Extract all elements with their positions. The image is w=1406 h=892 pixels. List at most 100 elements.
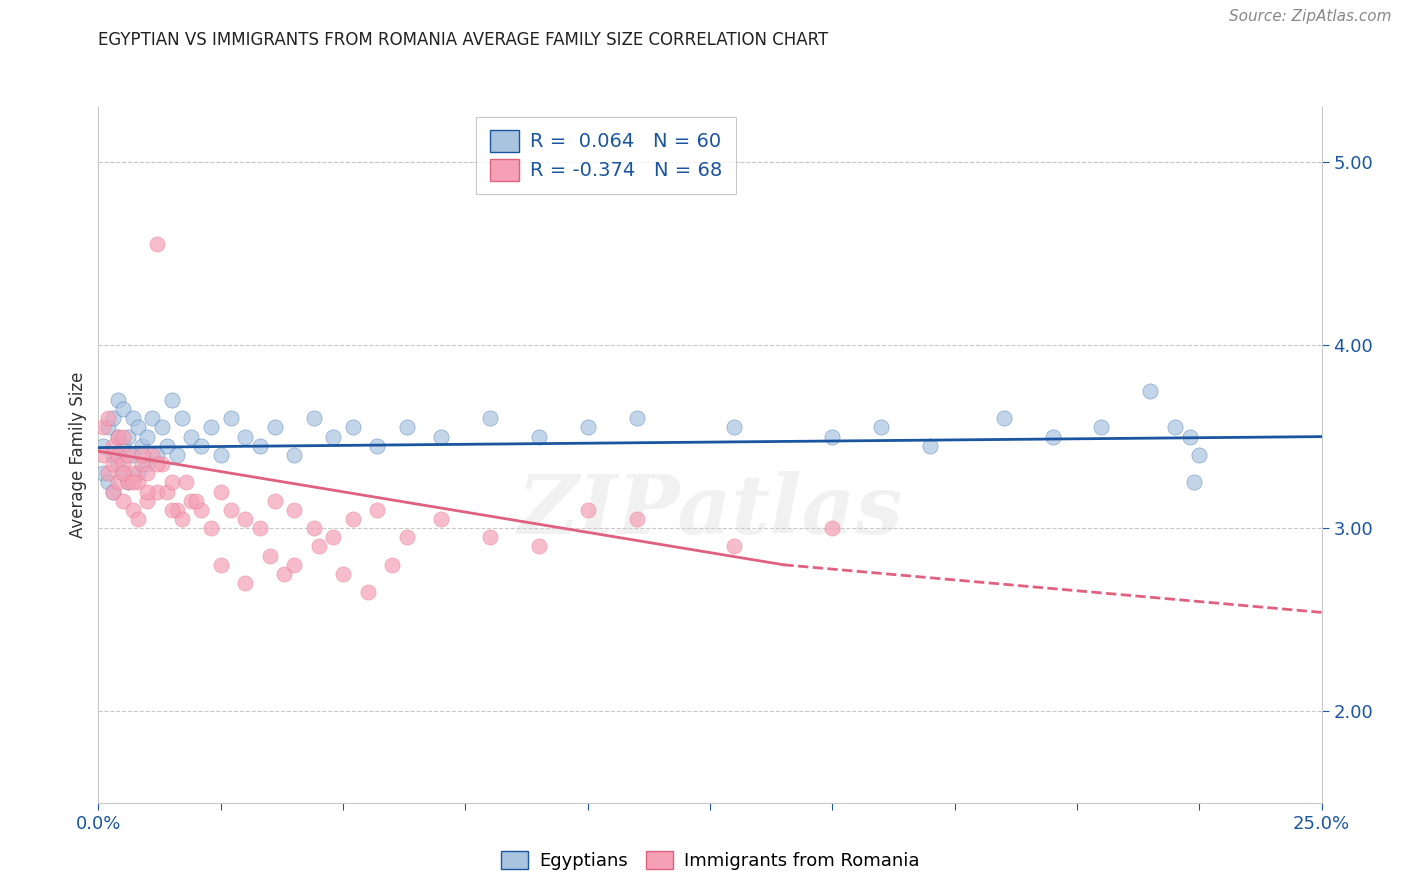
Point (146, 457, 169, 471)
Point (283, 503, 305, 517)
Point (111, 467, 134, 481)
Point (1090, 420, 1112, 434)
Point (146, 237, 169, 252)
Point (107, 448, 129, 462)
Point (527, 540, 550, 554)
Point (1188, 448, 1211, 462)
Point (101, 484, 124, 499)
Point (117, 475, 139, 490)
Point (366, 439, 388, 453)
Point (97, 411, 120, 425)
Point (136, 467, 159, 481)
Point (430, 429, 453, 443)
Point (107, 392, 129, 407)
Point (1042, 429, 1064, 443)
Point (91, 467, 114, 481)
Point (176, 475, 198, 490)
Point (111, 493, 134, 508)
Legend: Egyptians, Immigrants from Romania: Egyptians, Immigrants from Romania (494, 844, 927, 877)
Point (821, 521, 844, 535)
Point (127, 467, 149, 481)
Point (190, 439, 212, 453)
Point (233, 429, 256, 443)
Point (107, 457, 129, 471)
Text: ZIPatlas: ZIPatlas (517, 471, 903, 550)
Point (920, 439, 942, 453)
Point (259, 549, 281, 563)
Point (283, 448, 305, 462)
Point (395, 420, 418, 434)
Point (107, 429, 129, 443)
Point (101, 457, 124, 471)
Point (127, 420, 149, 434)
Point (273, 566, 295, 581)
Point (200, 521, 222, 535)
Point (219, 503, 242, 517)
Text: Source: ZipAtlas.com: Source: ZipAtlas.com (1229, 9, 1392, 24)
Point (150, 457, 173, 471)
Point (117, 429, 139, 443)
Text: EGYPTIAN VS IMMIGRANTS FROM ROMANIA AVERAGE FAMILY SIZE CORRELATION CHART: EGYPTIAN VS IMMIGRANTS FROM ROMANIA AVER… (98, 31, 828, 49)
Point (111, 467, 134, 481)
Point (150, 420, 173, 434)
Point (97, 475, 120, 490)
Point (626, 512, 648, 526)
Point (723, 540, 745, 554)
Point (576, 420, 599, 434)
Point (170, 411, 193, 425)
Point (233, 576, 256, 591)
Point (430, 512, 453, 526)
Point (111, 439, 134, 453)
Point (146, 484, 169, 499)
Point (322, 530, 344, 544)
Point (302, 521, 325, 535)
Point (166, 503, 188, 517)
Point (91, 439, 114, 453)
Point (626, 411, 648, 425)
Point (91, 448, 114, 462)
Point (136, 429, 159, 443)
Point (190, 503, 212, 517)
Point (136, 484, 159, 499)
Point (131, 457, 153, 471)
Point (131, 448, 153, 462)
Point (141, 411, 163, 425)
Point (263, 493, 285, 508)
Point (141, 448, 163, 462)
Point (111, 457, 134, 471)
Point (101, 411, 124, 425)
Point (209, 484, 232, 499)
Point (91, 420, 114, 434)
Point (283, 558, 305, 572)
Point (111, 429, 134, 443)
Point (136, 457, 159, 471)
Point (993, 411, 1015, 425)
Point (117, 475, 139, 490)
Point (249, 439, 271, 453)
Point (356, 585, 378, 599)
Point (332, 566, 354, 581)
Point (342, 420, 364, 434)
Point (160, 392, 183, 407)
Point (156, 484, 179, 499)
Point (322, 429, 344, 443)
Point (870, 420, 893, 434)
Point (723, 420, 745, 434)
Point (160, 503, 183, 517)
Point (1178, 429, 1201, 443)
Point (101, 439, 124, 453)
Point (127, 512, 149, 526)
Point (156, 439, 179, 453)
Point (209, 448, 232, 462)
Point (200, 420, 222, 434)
Point (381, 558, 404, 572)
Point (1184, 475, 1206, 490)
Point (1139, 384, 1161, 398)
Point (527, 429, 550, 443)
Point (136, 493, 159, 508)
Point (233, 512, 256, 526)
Point (166, 448, 188, 462)
Point (263, 420, 285, 434)
Point (127, 475, 149, 490)
Point (101, 484, 124, 499)
